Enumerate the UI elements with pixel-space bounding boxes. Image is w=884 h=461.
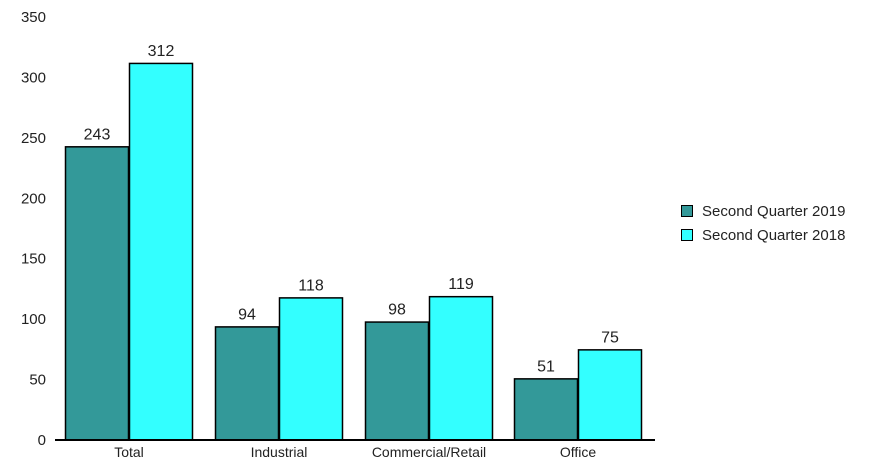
data-label: 94 — [238, 306, 256, 323]
bar-series-2-total — [128, 62, 194, 441]
data-label: 119 — [448, 276, 474, 293]
legend-item-series-2: Second Quarter 2018 — [681, 223, 845, 247]
x-category-label: Total — [114, 444, 144, 460]
y-tick-label: 300 — [21, 69, 46, 86]
legend-item-series-1: Second Quarter 2019 — [681, 199, 845, 223]
bar-series-1-total — [64, 146, 130, 441]
bar-series-1-office — [513, 378, 579, 441]
data-label: 243 — [84, 126, 111, 143]
x-category-label: Office — [560, 444, 597, 460]
y-tick-label: 50 — [29, 372, 46, 389]
x-category-label: Commercial/Retail — [372, 444, 486, 460]
legend-swatch-series-2 — [681, 229, 693, 241]
y-tick-label: 150 — [21, 251, 46, 268]
bar-series-2-commercial-retail — [428, 295, 494, 441]
data-label: 51 — [537, 358, 555, 375]
y-tick-label: 0 — [38, 432, 46, 449]
x-category-label: Industrial — [251, 444, 308, 460]
y-tick-label: 250 — [21, 130, 46, 147]
legend-label-series-2: Second Quarter 2018 — [702, 226, 846, 244]
data-label: 75 — [601, 329, 619, 346]
data-label: 312 — [148, 43, 175, 60]
y-tick-label: 350 — [21, 9, 46, 26]
y-tick-label: 200 — [21, 190, 46, 207]
bar-series-1-commercial-retail — [364, 321, 430, 441]
y-tick-label: 100 — [21, 311, 46, 328]
chart-legend: Second Quarter 2019 Second Quarter 2018 — [681, 199, 845, 247]
data-label: 118 — [298, 277, 324, 294]
bar-series-2-industrial — [278, 297, 344, 441]
bar-series-1-industrial — [214, 326, 280, 441]
legend-label-series-1: Second Quarter 2019 — [702, 202, 846, 220]
bar-series-2-office — [577, 349, 643, 441]
legend-swatch-series-1 — [681, 205, 693, 217]
data-label: 98 — [388, 302, 406, 319]
